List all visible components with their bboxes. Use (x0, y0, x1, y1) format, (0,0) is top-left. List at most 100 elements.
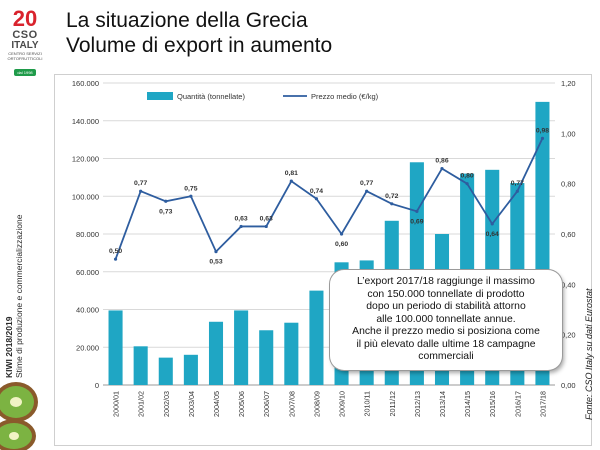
y-left-tick-label: 80.000 (76, 230, 99, 239)
price-data-label: 0,77 (360, 180, 373, 187)
price-point (465, 182, 469, 186)
page-title: La situazione della Grecia Volume di exp… (66, 8, 332, 58)
callout-line-7: commerciali (418, 351, 474, 362)
title-line-1: La situazione della Grecia (66, 9, 308, 32)
price-data-label: 0,98 (536, 127, 549, 134)
price-data-label: 0,64 (486, 231, 499, 238)
price-point (339, 232, 344, 236)
price-data-label: 0,72 (385, 193, 398, 200)
legend-bar-label: Quantità (tonnellate) (177, 92, 245, 101)
price-point (440, 166, 444, 171)
price-point (314, 197, 319, 201)
x-tick-label: 2013/14 (438, 391, 447, 417)
logo-tagline: CENTRO SERVIZI ORTOFRUTTICOLI (7, 51, 43, 61)
price-point (390, 202, 394, 206)
price-point (214, 250, 218, 254)
y-left-tick-label: 20.000 (76, 343, 99, 352)
bar (259, 330, 274, 385)
chart-frame: 0 20.000 40.000 60.000 80.000 100.000 120.000 1… (54, 74, 592, 446)
price-data-label: 0,81 (285, 170, 298, 177)
price-point (113, 257, 118, 261)
callout-line-5: Anche il prezzo medio si posiziona come (352, 326, 540, 337)
side-caption: KIWI 2018/2019 Stime di produzione e com… (4, 215, 24, 378)
export-volume-price-chart: 0 20.000 40.000 60.000 80.000 100.000 120.000 1… (72, 79, 576, 417)
logo-since-badge: dal 1998 (14, 69, 36, 76)
price-data-label: 0,63 (234, 215, 247, 222)
price-data-label: 0,73 (159, 208, 172, 215)
y-left-tick-label: 120.000 (72, 155, 99, 164)
cso-italy-logo: 20 CSO ITALY CENTRO SERVIZI ORTOFRUTTICO… (4, 8, 46, 79)
x-tick-label: 2006/07 (262, 391, 271, 417)
price-data-label: 0,74 (310, 188, 323, 195)
logo-italy: ITALY (11, 40, 39, 51)
x-tick-label: 2004/05 (212, 391, 221, 417)
x-tick-label: 2003/04 (187, 391, 196, 417)
x-tick-label: 2002/03 (162, 391, 171, 417)
logo-cso: CSO (12, 29, 38, 41)
price-data-label: 0,63 (260, 215, 273, 222)
callout-line-3: dopo un periodo di stabilità attorno (366, 301, 526, 312)
price-point (415, 209, 419, 213)
callout-line-2: con 150.000 tonnellate di prodotto (367, 288, 525, 300)
price-point (264, 224, 268, 229)
price-line (114, 137, 544, 260)
bar (234, 310, 249, 385)
x-tick-label: 2011/12 (388, 391, 397, 416)
x-tick-label: 2009/10 (338, 391, 347, 417)
y-left-tick-label: 40.000 (76, 306, 99, 315)
title-line-2: Volume di export in aumento (66, 34, 333, 57)
price-point (239, 224, 243, 229)
commentary-callout: L’export 2017/18 raggiunge il massimo co… (330, 270, 562, 370)
y-right-tick-label: 1,20 (561, 79, 576, 88)
price-data-label: 0,80 (460, 173, 473, 180)
legend-line-label: Prezzo medio (€/kg) (311, 92, 379, 101)
bar (309, 290, 324, 385)
bar (183, 354, 198, 385)
price-point (164, 199, 168, 203)
x-tick-label: 2005/06 (237, 391, 246, 417)
price-data-label: 0,75 (184, 185, 197, 192)
y-left-tick-label: 60.000 (76, 268, 99, 277)
x-tick-label: 2007/08 (287, 391, 296, 417)
price-data-label: 0,77 (134, 180, 147, 187)
y-left-tick-label: 0 (95, 381, 99, 390)
x-tick-label: 2014/15 (463, 391, 472, 417)
callout-line-4: alle 100.000 tonnellate annue. (376, 313, 516, 325)
x-tick-label: 2015/16 (488, 391, 497, 417)
bar (208, 321, 224, 385)
bar (158, 357, 173, 385)
x-tick-label: 2010/11 (363, 391, 372, 416)
x-tick-label: 2012/13 (413, 391, 422, 417)
y-left-tick-label: 160.000 (72, 79, 99, 88)
price-data-label: 0,86 (435, 158, 448, 165)
x-tick-label: 2017/18 (538, 391, 547, 417)
x-tick-label: 2008/09 (312, 391, 321, 417)
y-right-tick-label: 1,00 (561, 129, 576, 138)
y-right-tick-label: 0,80 (561, 180, 576, 189)
price-point (540, 136, 545, 140)
x-tick-label: 2000/01 (112, 391, 121, 417)
callout-line-6: il più elevato dalle ultime 18 campagne (356, 338, 536, 350)
y-right-tick-label: 0,00 (561, 381, 576, 390)
bar (108, 310, 123, 385)
logo-anniversary-number: 20 (12, 6, 38, 31)
source-note: Fonte: CSO Italy su dati Eurostat (584, 288, 594, 420)
side-caption-subtitle: Stime di produzione e commercializzazion… (14, 214, 24, 378)
bar (284, 322, 299, 385)
price-point (515, 189, 519, 193)
bar (133, 346, 148, 385)
y-right-tick-label: 0,60 (561, 230, 576, 239)
price-data-label: 0,53 (209, 259, 222, 266)
callout-line-1: L’export 2017/18 raggiunge il massimo (357, 276, 535, 287)
price-data-label: 0,69 (410, 218, 423, 225)
y-right-tick-label: 0,40 (561, 280, 576, 289)
price-data-label: 0,60 (335, 241, 348, 248)
price-point (365, 189, 369, 193)
price-data-label: 0,77 (511, 180, 524, 187)
x-tick-label: 2001/02 (137, 391, 146, 417)
price-point (289, 179, 293, 183)
y-right-tick-label: 0,20 (561, 331, 576, 340)
side-caption-title: KIWI 2018/2019 (4, 316, 14, 378)
legend-bar-swatch (147, 92, 173, 100)
price-point (139, 189, 143, 193)
